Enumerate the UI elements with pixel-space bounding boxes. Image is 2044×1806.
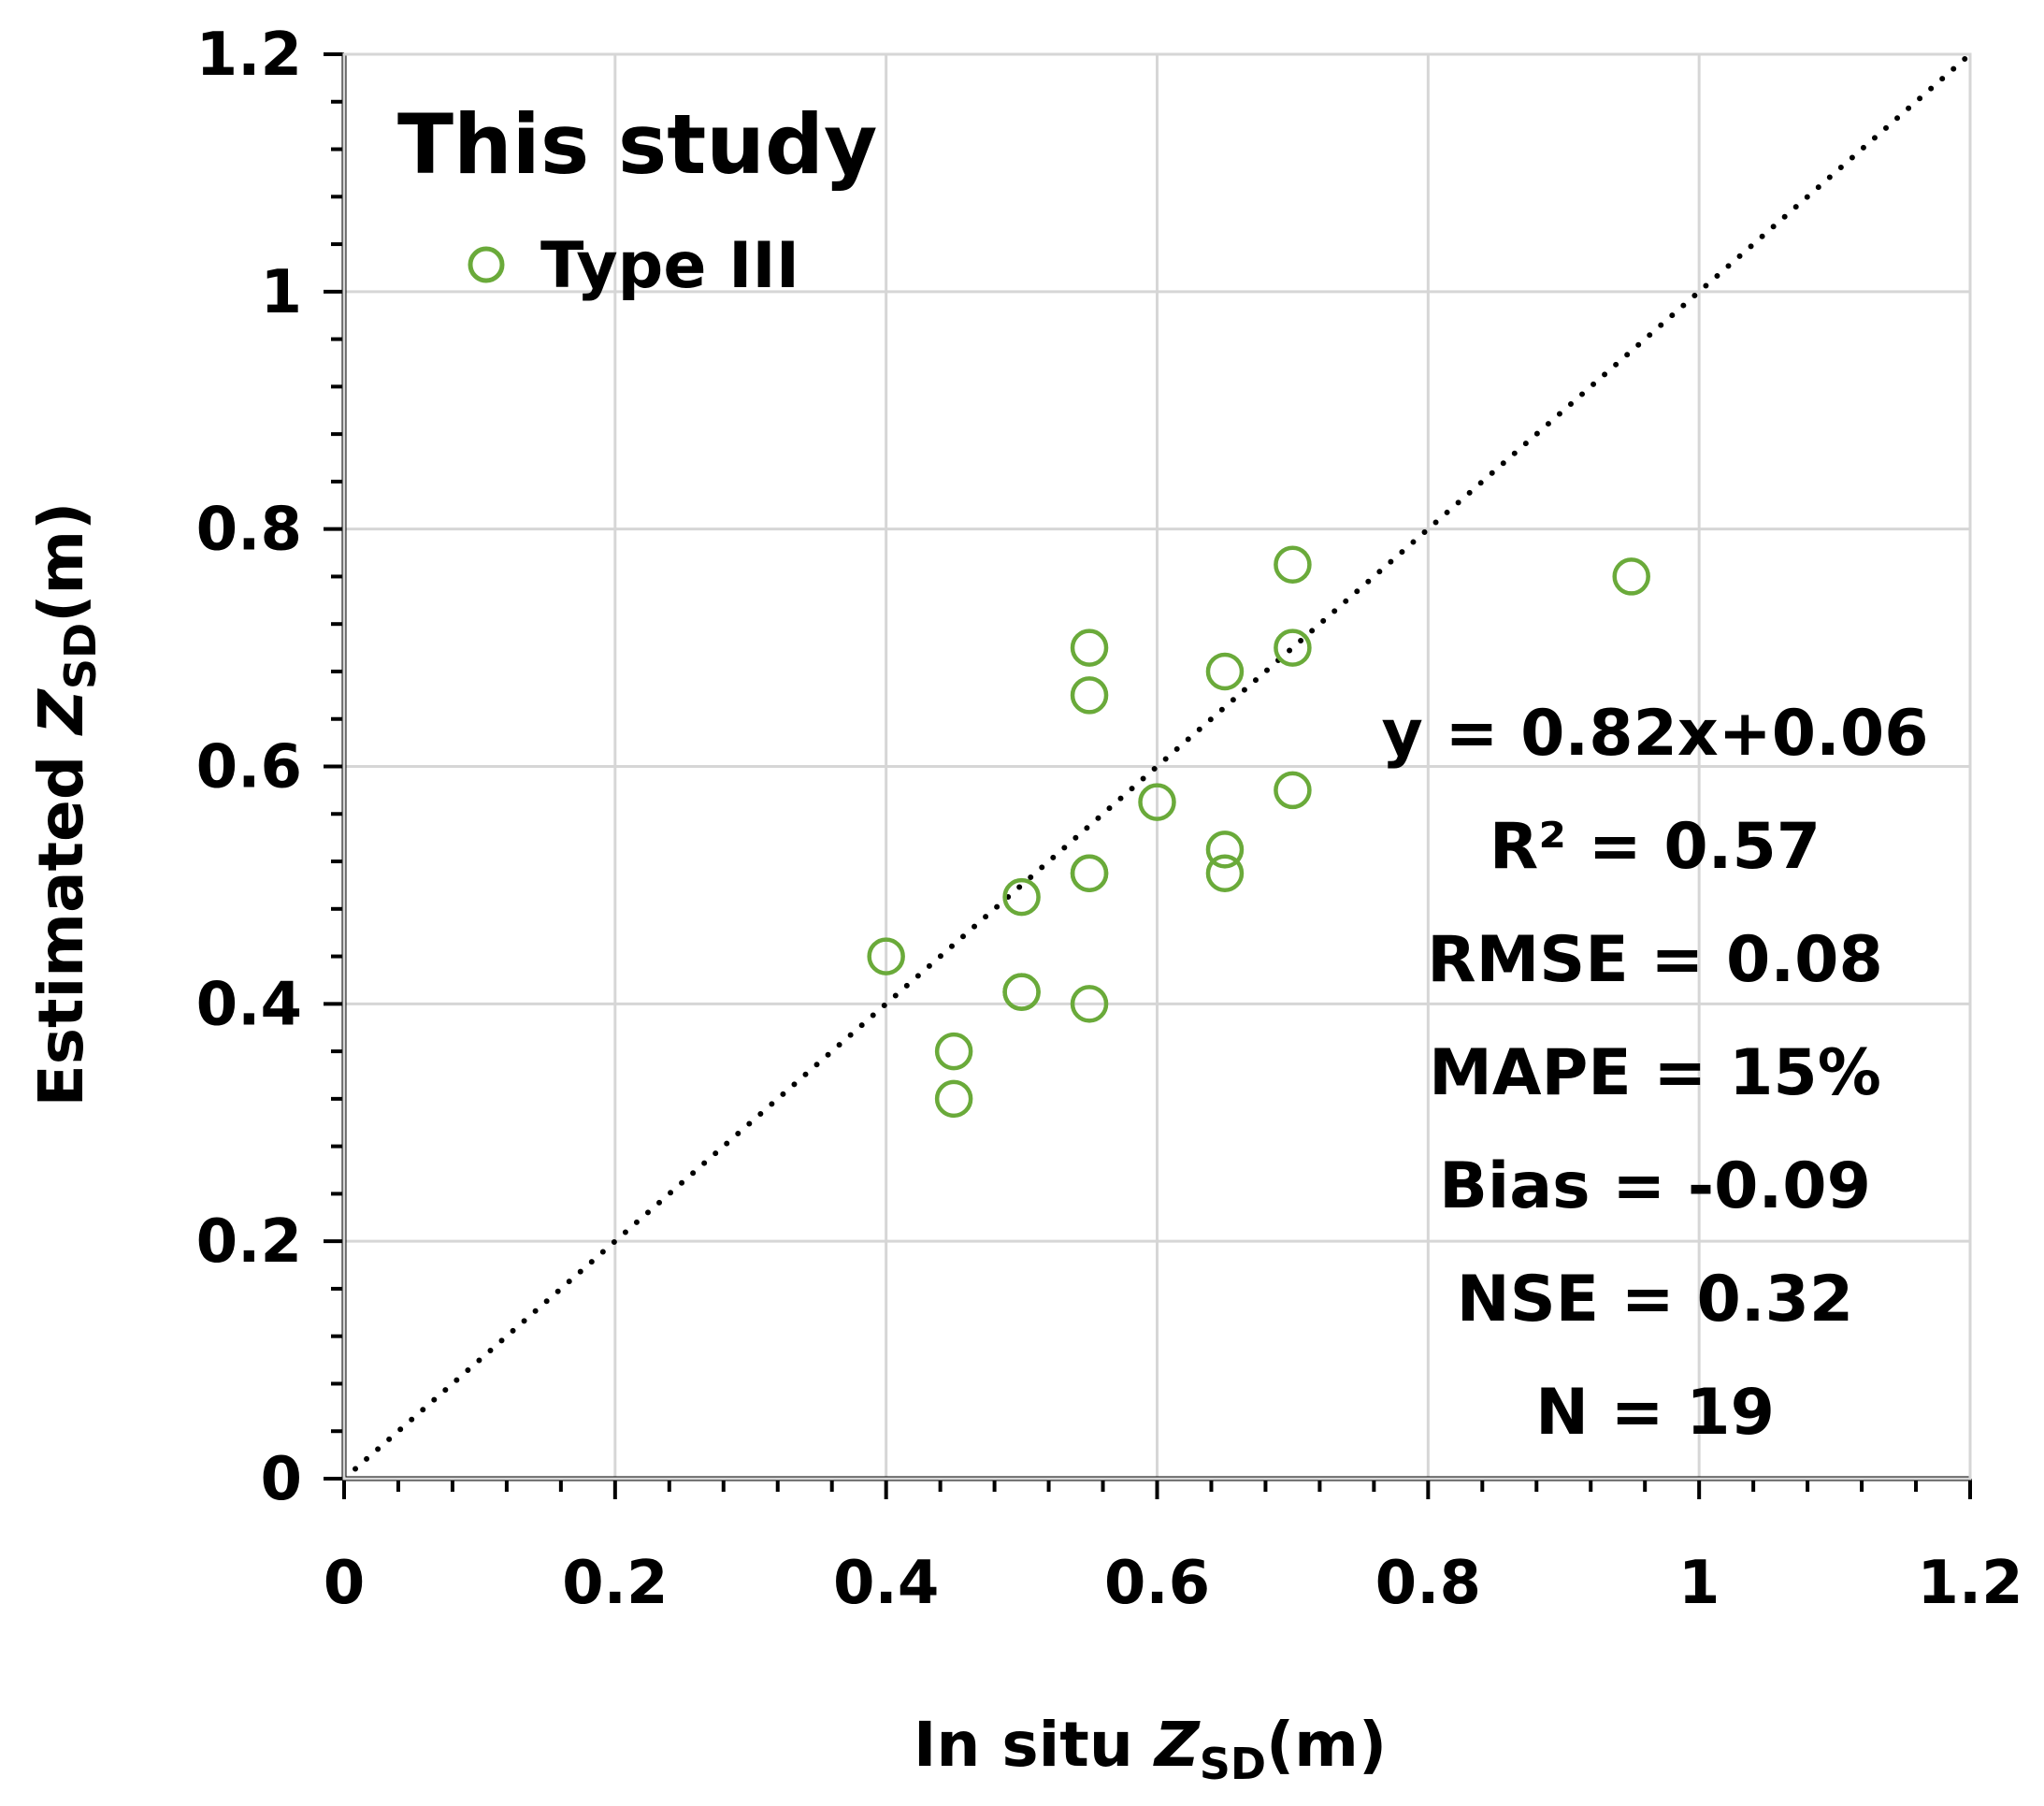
y-tick-label: 0.2 <box>196 1207 302 1277</box>
one-to-one-line <box>341 51 1973 1481</box>
data-point <box>1002 877 1041 917</box>
stats-annotation: y = 0.82x+0.06 R² = 0.57 RMSE = 0.08 MAPE =… <box>1381 697 1928 1450</box>
y-tick-label: 1 <box>260 258 302 327</box>
stat-line: MAPE = 15% <box>1429 1036 1881 1110</box>
y-axis-title: Estimated ZSD(m) <box>25 502 106 1107</box>
stat-line: y = 0.82x+0.06 <box>1381 697 1928 771</box>
x-tick-label: 1.2 <box>1917 1549 2022 1618</box>
data-point <box>1070 854 1109 892</box>
data-point <box>1612 557 1650 596</box>
y-tick-label: 0 <box>260 1445 302 1514</box>
legend-title: This study <box>397 96 877 193</box>
reference-line <box>341 51 1973 1481</box>
y-tick-label: 0.6 <box>196 733 302 802</box>
data-point <box>1138 783 1176 821</box>
stat-line: RMSE = 0.08 <box>1427 923 1883 997</box>
data-point <box>934 1032 973 1071</box>
stat-line: N = 19 <box>1535 1376 1775 1450</box>
stat-line: Bias = -0.09 <box>1439 1149 1871 1223</box>
x-tick-label: 0.4 <box>833 1549 939 1618</box>
axes <box>341 52 1972 1481</box>
data-point <box>1274 771 1312 810</box>
data-point <box>1002 973 1041 1011</box>
stat-line: NSE = 0.32 <box>1457 1263 1853 1336</box>
x-tick-label: 1 <box>1678 1549 1720 1618</box>
y-tick-label: 0.8 <box>196 496 302 565</box>
y-tick-label: 1.2 <box>196 21 302 90</box>
data-point <box>1274 545 1312 584</box>
data-point <box>1205 831 1245 869</box>
data-point <box>934 1079 973 1119</box>
x-tick-label: 0.8 <box>1375 1549 1481 1618</box>
data-point <box>1070 985 1109 1023</box>
x-tick-label: 0.6 <box>1104 1549 1210 1618</box>
y-tick-label: 0.4 <box>196 970 302 1039</box>
plot-frame <box>342 52 1972 1481</box>
x-axis-title: In situ ZSD(m) <box>914 1709 1387 1789</box>
legend-marker-icon <box>468 246 505 283</box>
data-point <box>1205 652 1245 691</box>
data-point <box>1070 676 1109 715</box>
tick-labels: 0 0.2 0.4 0.6 0.8 1 1.2 0 0.2 0.4 0.6 0.8 1 1.2 <box>196 21 2023 1618</box>
x-tick-label: 0 <box>324 1549 366 1618</box>
data-point <box>1070 628 1109 667</box>
data-point <box>1274 628 1312 667</box>
legend-entry-label: Type III <box>540 229 799 303</box>
x-tick-label: 0.2 <box>562 1549 668 1618</box>
data-points <box>867 545 1650 1119</box>
data-point <box>1205 854 1245 892</box>
stat-line: R² = 0.57 <box>1490 810 1821 884</box>
legend: This study Type III <box>397 96 877 303</box>
data-point <box>867 937 905 975</box>
